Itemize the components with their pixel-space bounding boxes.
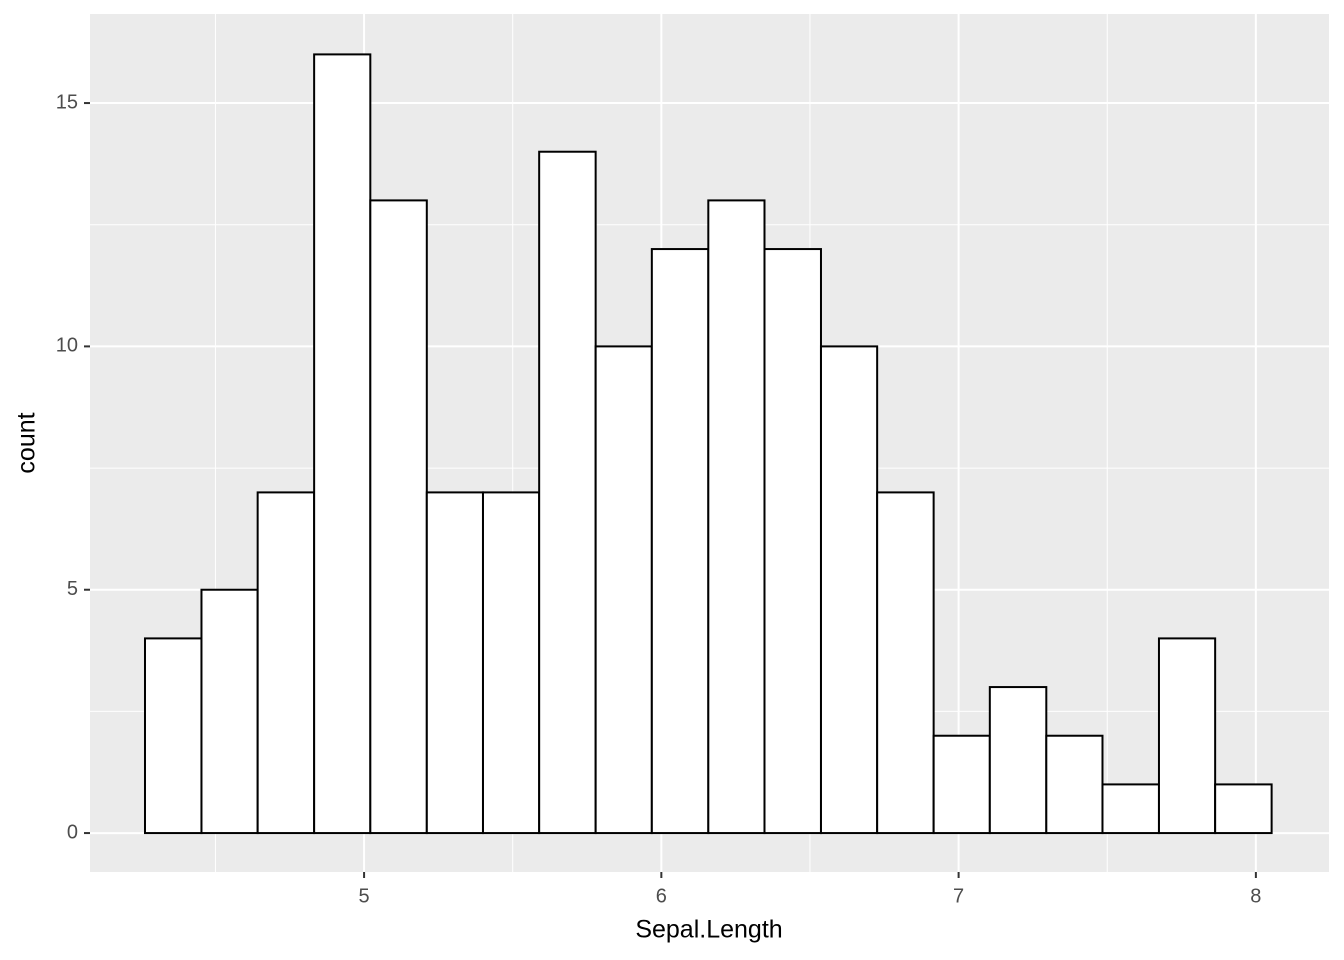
bar	[1101, 783, 1160, 835]
bar	[707, 199, 766, 835]
bar	[650, 248, 710, 835]
bar	[425, 491, 484, 835]
bar	[988, 686, 1048, 835]
bar	[819, 345, 879, 835]
x-tick-label: 8	[1250, 885, 1261, 907]
y-tick-label: 10	[56, 335, 78, 357]
y-tick-label: 0	[67, 821, 78, 843]
bar	[143, 637, 203, 835]
bar	[200, 588, 259, 835]
bar	[256, 491, 316, 835]
y-tick-label: 15	[56, 91, 78, 113]
bar	[594, 345, 653, 835]
x-tick-label: 5	[359, 885, 370, 907]
x-axis-title: Sepal.Length	[635, 916, 782, 944]
bar	[1157, 637, 1217, 835]
y-tick-label: 5	[67, 578, 78, 600]
y-axis-title: count	[13, 412, 41, 473]
bar	[1045, 734, 1104, 835]
bar	[876, 491, 935, 835]
x-tick-label: 7	[953, 885, 964, 907]
bar	[481, 491, 541, 835]
bar	[538, 150, 597, 835]
bar	[369, 199, 428, 835]
x-tick-label: 6	[656, 885, 667, 907]
bar	[313, 53, 372, 835]
bar	[763, 248, 822, 835]
bar	[932, 734, 991, 835]
bar	[1214, 783, 1273, 835]
